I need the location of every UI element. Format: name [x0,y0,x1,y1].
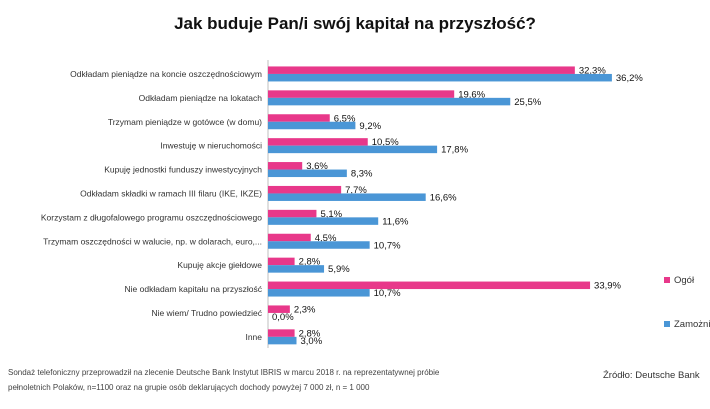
data-label-ogol: 3,6% [306,161,328,172]
data-label-zamozni: 9,2% [359,121,381,132]
bar-ogol [268,329,295,337]
bar-ogol [268,114,330,122]
data-label-ogol: 4,5% [315,233,337,244]
data-label-zamozni: 25,5% [514,97,541,108]
data-label-ogol: 5,1% [320,209,342,220]
data-label-zamozni: 17,8% [441,145,468,156]
category-label: Inne [245,332,262,342]
data-label-ogol: 32,3% [579,65,606,76]
legend: Ogół Zamożni [664,275,710,330]
data-label-ogol: 2,3% [294,304,316,315]
bar-ogol [268,305,290,313]
bar-ogol [268,281,591,290]
bar-zamozni [268,289,370,297]
data-label-ogol: 19,6% [458,89,485,100]
data-label-zamozni: 10,7% [374,288,401,299]
category-label: Trzymam pieniądze w gotówce (w domu) [108,117,262,127]
legend-label-zamozni: Zamożni [674,319,710,330]
category-label: Kupuję jednostki funduszy inwestycyjnych [104,165,262,175]
category-label: Odkładam składki w ramach III filaru (IK… [80,188,262,198]
bar-ogol [268,257,295,266]
data-label-zamozni: 3,0% [301,336,323,347]
data-label-zamozni: 5,9% [328,264,350,275]
bar-ogol [268,66,575,74]
bar-ogol [268,233,311,242]
data-label-zamozni: 36,2% [616,73,643,84]
bar-zamozni [268,145,438,154]
data-label-zamozni: 8,3% [351,169,373,180]
bar-zamozni [268,336,297,345]
bar-zamozni [268,217,379,225]
data-label-zamozni: 11,6% [382,216,409,227]
category-label: Nie odkładam kapitału na przyszłość [125,284,263,294]
category-label: Inwestuję w nieruchomości [160,141,262,151]
data-label-zamozni: 10,7% [374,240,401,251]
bar-ogol [268,209,317,218]
category-label: Kupuję akcje giełdowe [177,260,262,270]
chart-title: Jak buduje Pan/i swój kapitał na przyszł… [174,14,536,33]
bar-zamozni [268,73,612,82]
category-label: Trzymam oszczędności w walucie, np. w do… [43,236,262,246]
bar-zamozni [268,169,347,178]
footnote-line-1: Sondaż telefoniczny przeprowadził na zle… [8,368,440,377]
data-label-zamozni: 0,0% [272,312,294,323]
data-label-ogol: 10,5% [372,137,399,148]
bar-zamozni [268,241,370,249]
data-label-ogol: 7,7% [345,185,367,196]
category-label: Odkładam pieniądze na koncie oszczędnośc… [70,69,262,79]
data-label-ogol: 33,9% [594,281,621,292]
footnote: Sondaż telefoniczny przeprowadził na zle… [8,365,478,395]
bar-zamozni [268,193,426,201]
bar-ogol [268,185,342,194]
data-label-ogol: 2,8% [299,257,321,268]
bar-ogol [268,90,455,98]
bar-ogol [268,138,368,146]
legend-label-ogol: Ogół [674,275,695,286]
footnote-line-2: pełnoletnich Polaków, n=1100 oraz na gru… [8,383,370,392]
bar-ogol [268,162,303,170]
legend-swatch-ogol [664,277,670,283]
data-label-ogol: 6,5% [334,113,356,124]
data-label-ogol: 2,8% [299,328,321,339]
bar-zamozni [268,265,325,273]
bar-zamozni [268,97,511,106]
category-label: Korzystam z długofalowego programu oszcz… [41,212,262,222]
category-label: Odkładam pieniądze na lokatach [139,93,263,103]
category-label: Nie wiem/ Trudno powiedzieć [151,308,262,318]
legend-swatch-zamozni [664,321,670,327]
data-label-zamozni: 16,6% [430,192,457,203]
source-note: Źródło: Deutsche Bank [603,370,700,381]
bar-zamozni [268,121,356,130]
